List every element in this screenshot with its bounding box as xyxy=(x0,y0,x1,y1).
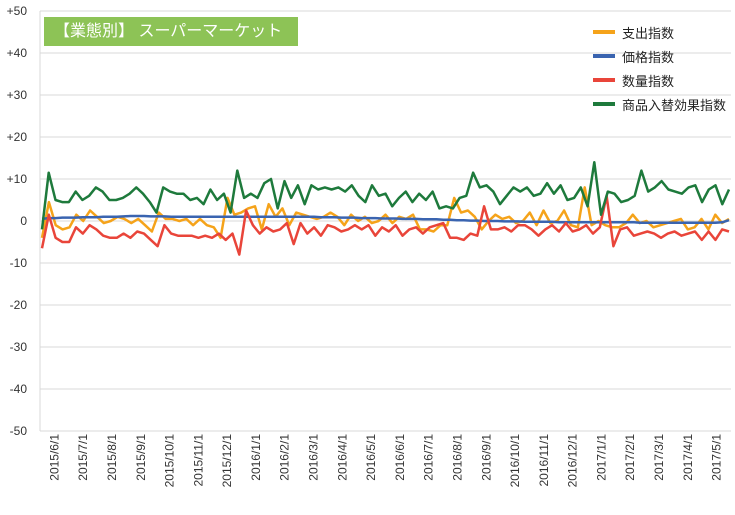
y-tick-label: 0 xyxy=(20,214,27,228)
legend-item-quantity: 数量指数 xyxy=(593,68,726,92)
y-tick-label: +30 xyxy=(7,88,28,102)
x-tick-label: 2016/6/1 xyxy=(393,434,407,481)
x-tick-label: 2016/4/1 xyxy=(335,434,349,481)
x-tick-label: 2015/7/1 xyxy=(76,434,90,481)
x-tick-label: 2017/5/1 xyxy=(710,434,724,481)
legend-label-quantity: 数量指数 xyxy=(622,73,675,89)
legend-item-spending: 支出指数 xyxy=(593,20,726,44)
y-tick-label: -20 xyxy=(10,298,28,312)
legend-swatch-price xyxy=(593,54,615,58)
x-tick-label: 2015/6/1 xyxy=(47,434,61,481)
x-tick-label: 2016/2/1 xyxy=(278,434,292,481)
x-tick-label: 2016/1/1 xyxy=(249,434,263,481)
y-axis-ticks: +50 +40 +30 +20 +10 0 -10 -20 -30 -40 -50 xyxy=(7,4,28,438)
series-line-2 xyxy=(40,194,730,256)
y-tick-label: -40 xyxy=(10,382,28,396)
x-axis-ticks: 2015/6/1 2015/7/1 2015/8/1 2015/9/1 2015/10/… xyxy=(47,434,723,488)
y-tick-label: +50 xyxy=(7,4,28,18)
series-lines xyxy=(40,160,731,256)
x-tick-label: 2016/10/1 xyxy=(508,434,522,488)
y-tick-label: -50 xyxy=(10,424,28,438)
legend-label-spending: 支出指数 xyxy=(622,25,675,41)
legend-label-price: 価格指数 xyxy=(622,49,675,65)
y-tick-label: -10 xyxy=(10,256,28,270)
x-tick-label: 2017/4/1 xyxy=(681,434,695,481)
legend-swatch-product-replacement xyxy=(593,102,615,106)
y-tick-label: +40 xyxy=(7,46,28,60)
legend-swatch-spending xyxy=(593,30,615,34)
y-tick-label: +20 xyxy=(7,130,28,144)
chart-title: 【業態別】 スーパーマーケット xyxy=(44,17,298,46)
legend: 支出指数 価格指数 数量指数 商品入替効果指数 xyxy=(593,20,726,116)
x-tick-label: 2016/3/1 xyxy=(307,434,321,481)
legend-item-product-replacement: 商品入替効果指数 xyxy=(593,92,726,116)
x-tick-label: 2015/10/1 xyxy=(163,434,177,488)
x-tick-label: 2015/12/1 xyxy=(220,434,234,488)
legend-swatch-quantity xyxy=(593,78,615,82)
x-tick-label: 2016/7/1 xyxy=(422,434,436,481)
x-tick-label: 2016/11/1 xyxy=(537,434,551,487)
x-tick-label: 2016/9/1 xyxy=(479,434,493,481)
x-tick-label: 2017/1/1 xyxy=(594,434,608,481)
x-tick-label: 2015/9/1 xyxy=(134,434,148,481)
x-tick-label: 2015/11/1 xyxy=(191,434,205,487)
x-tick-label: 2016/12/1 xyxy=(566,434,580,488)
y-tick-label: +10 xyxy=(7,172,28,186)
legend-label-product-replacement: 商品入替効果指数 xyxy=(622,97,727,113)
legend-item-price: 価格指数 xyxy=(593,44,726,68)
series-line-0 xyxy=(40,186,730,240)
series-line-1 xyxy=(41,214,730,224)
x-tick-label: 2017/2/1 xyxy=(623,434,637,481)
x-tick-label: 2017/3/1 xyxy=(652,434,666,481)
series-line-3 xyxy=(40,160,731,230)
y-tick-label: -30 xyxy=(10,340,28,354)
x-tick-label: 2016/8/1 xyxy=(450,434,464,481)
x-tick-label: 2015/8/1 xyxy=(105,434,119,481)
x-tick-label: 2016/5/1 xyxy=(364,434,378,481)
